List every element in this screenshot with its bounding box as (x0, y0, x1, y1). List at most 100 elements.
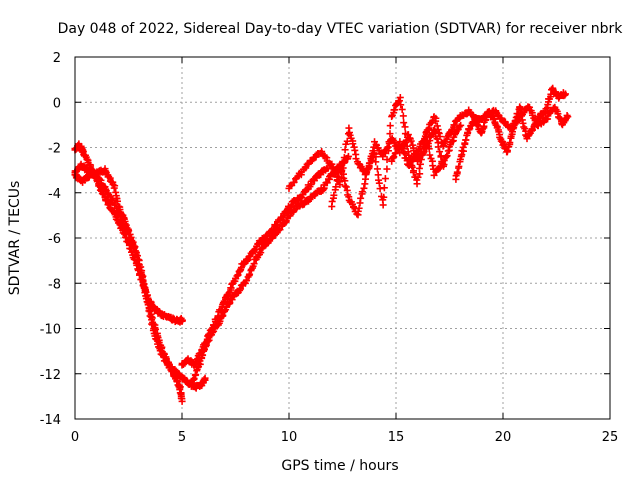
data-point (443, 152, 451, 160)
data-point (383, 156, 391, 164)
data-point (351, 146, 359, 154)
data-point (376, 185, 384, 193)
data-point (340, 154, 348, 162)
data-point (178, 397, 186, 405)
x-tick-label: 10 (281, 430, 298, 445)
data-point (392, 149, 400, 157)
data-point (372, 158, 380, 166)
data-point (140, 283, 148, 291)
data-point (561, 90, 569, 98)
data-point (201, 374, 209, 382)
data-point (409, 168, 417, 176)
grid (75, 57, 610, 419)
data-point (192, 371, 200, 379)
data-point (250, 246, 258, 254)
data-point (395, 97, 403, 105)
y-tick-label: -8 (48, 277, 61, 292)
data-point (432, 117, 440, 125)
data-point (349, 140, 357, 148)
y-tick-labels: -14 -12 -10 -8 -6 -4 -2 0 2 (40, 51, 61, 428)
data-points (71, 84, 572, 405)
data-point (465, 126, 473, 134)
data-point (243, 276, 251, 284)
data-point (370, 149, 378, 157)
data-point (413, 180, 421, 188)
x-tick-label: 5 (178, 430, 186, 445)
data-point (381, 175, 389, 183)
data-point (190, 375, 198, 383)
data-point (390, 153, 398, 161)
plot-frame (74, 56, 611, 420)
y-tick-label: 2 (53, 51, 61, 66)
data-point (307, 157, 315, 165)
series-track-i (452, 84, 569, 183)
data-point (121, 230, 129, 238)
data-point (233, 272, 241, 280)
data-point (341, 182, 349, 190)
data-point (288, 201, 296, 209)
data-point (405, 162, 413, 170)
data-point (110, 184, 118, 192)
data-point (436, 133, 444, 141)
y-tick-label: 0 (53, 96, 61, 111)
data-point (131, 255, 139, 263)
data-point (257, 249, 265, 257)
data-point (407, 137, 415, 145)
data-point (429, 162, 437, 170)
data-point (357, 194, 365, 202)
data-point (150, 320, 158, 328)
data-point (332, 183, 340, 191)
data-point (244, 256, 252, 264)
data-point (302, 164, 310, 172)
data-point (336, 181, 344, 189)
data-point (426, 151, 434, 159)
data-point (330, 191, 338, 199)
data-point (136, 271, 144, 279)
data-point (417, 156, 425, 164)
data-point (436, 148, 444, 156)
data-point (202, 343, 210, 351)
y-tick-label: -10 (40, 323, 61, 338)
data-point (396, 93, 404, 101)
x-tick-label: 20 (495, 430, 512, 445)
y-tick-label: -2 (48, 142, 61, 157)
data-point (199, 351, 207, 359)
data-point (542, 105, 550, 113)
data-point (453, 168, 461, 176)
data-point (123, 237, 131, 245)
data-point (344, 152, 352, 160)
data-point (517, 112, 525, 120)
data-point (88, 166, 96, 174)
data-point (290, 178, 298, 186)
series-track-e (189, 152, 352, 387)
data-point (112, 215, 120, 223)
data-point (418, 151, 426, 159)
data-point (237, 285, 245, 293)
x-tick-label: 0 (71, 430, 79, 445)
data-point (399, 112, 407, 120)
data-point (406, 160, 414, 168)
x-tick-labels: 0 5 10 15 20 25 (71, 430, 618, 445)
data-point (457, 121, 465, 129)
data-point (334, 173, 342, 181)
data-point (401, 130, 409, 138)
y-tick-label: -6 (48, 232, 61, 247)
data-point (416, 160, 424, 168)
data-point (380, 184, 388, 192)
data-point (373, 165, 381, 173)
data-point (383, 165, 391, 173)
data-point (384, 147, 392, 155)
y-tick-label: -12 (40, 368, 61, 383)
series-track-c (71, 140, 209, 392)
data-point (386, 122, 394, 130)
data-point (506, 139, 514, 147)
y-tick-label: -14 (40, 413, 61, 428)
data-point (451, 121, 459, 129)
data-point (425, 145, 433, 153)
data-point (355, 204, 363, 212)
data-point (83, 155, 91, 163)
data-point (525, 131, 533, 139)
x-axis-label: GPS time / hours (281, 458, 398, 474)
data-point (396, 138, 404, 146)
